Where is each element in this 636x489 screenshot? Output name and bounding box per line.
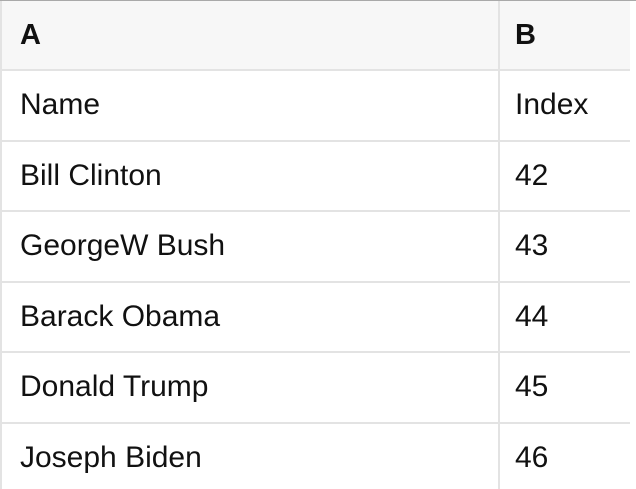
table-row-4: Barack Obama 44 — [2, 282, 630, 353]
cell-a1[interactable]: Name — [2, 71, 500, 140]
cell-a3[interactable]: GeorgeW Bush — [2, 212, 500, 281]
cell-b3[interactable]: 43 — [515, 229, 549, 263]
column-header-row: A B — [2, 1, 630, 71]
column-header-b[interactable]: B — [515, 18, 536, 51]
cell-b4[interactable]: 44 — [515, 299, 549, 333]
cell-a4[interactable]: Barack Obama — [2, 282, 500, 351]
table-row-1: Name Index — [2, 71, 630, 142]
cell-b5[interactable]: 45 — [515, 370, 549, 404]
cell-a2[interactable]: Bill Clinton — [2, 141, 500, 210]
table-row-5: Donald Trump 45 — [2, 353, 630, 424]
cell-a5[interactable]: Donald Trump — [2, 353, 500, 422]
cell-b6[interactable]: 46 — [515, 440, 549, 474]
column-header-a[interactable]: A — [2, 1, 500, 69]
table-row-3: GeorgeW Bush 43 — [2, 212, 630, 283]
cell-b1[interactable]: Index — [515, 88, 589, 122]
cell-a6[interactable]: Joseph Biden — [2, 423, 500, 489]
table-row-6: Joseph Biden 46 — [2, 423, 630, 489]
cell-b2[interactable]: 42 — [515, 158, 549, 192]
table-row-2: Bill Clinton 42 — [2, 141, 630, 212]
